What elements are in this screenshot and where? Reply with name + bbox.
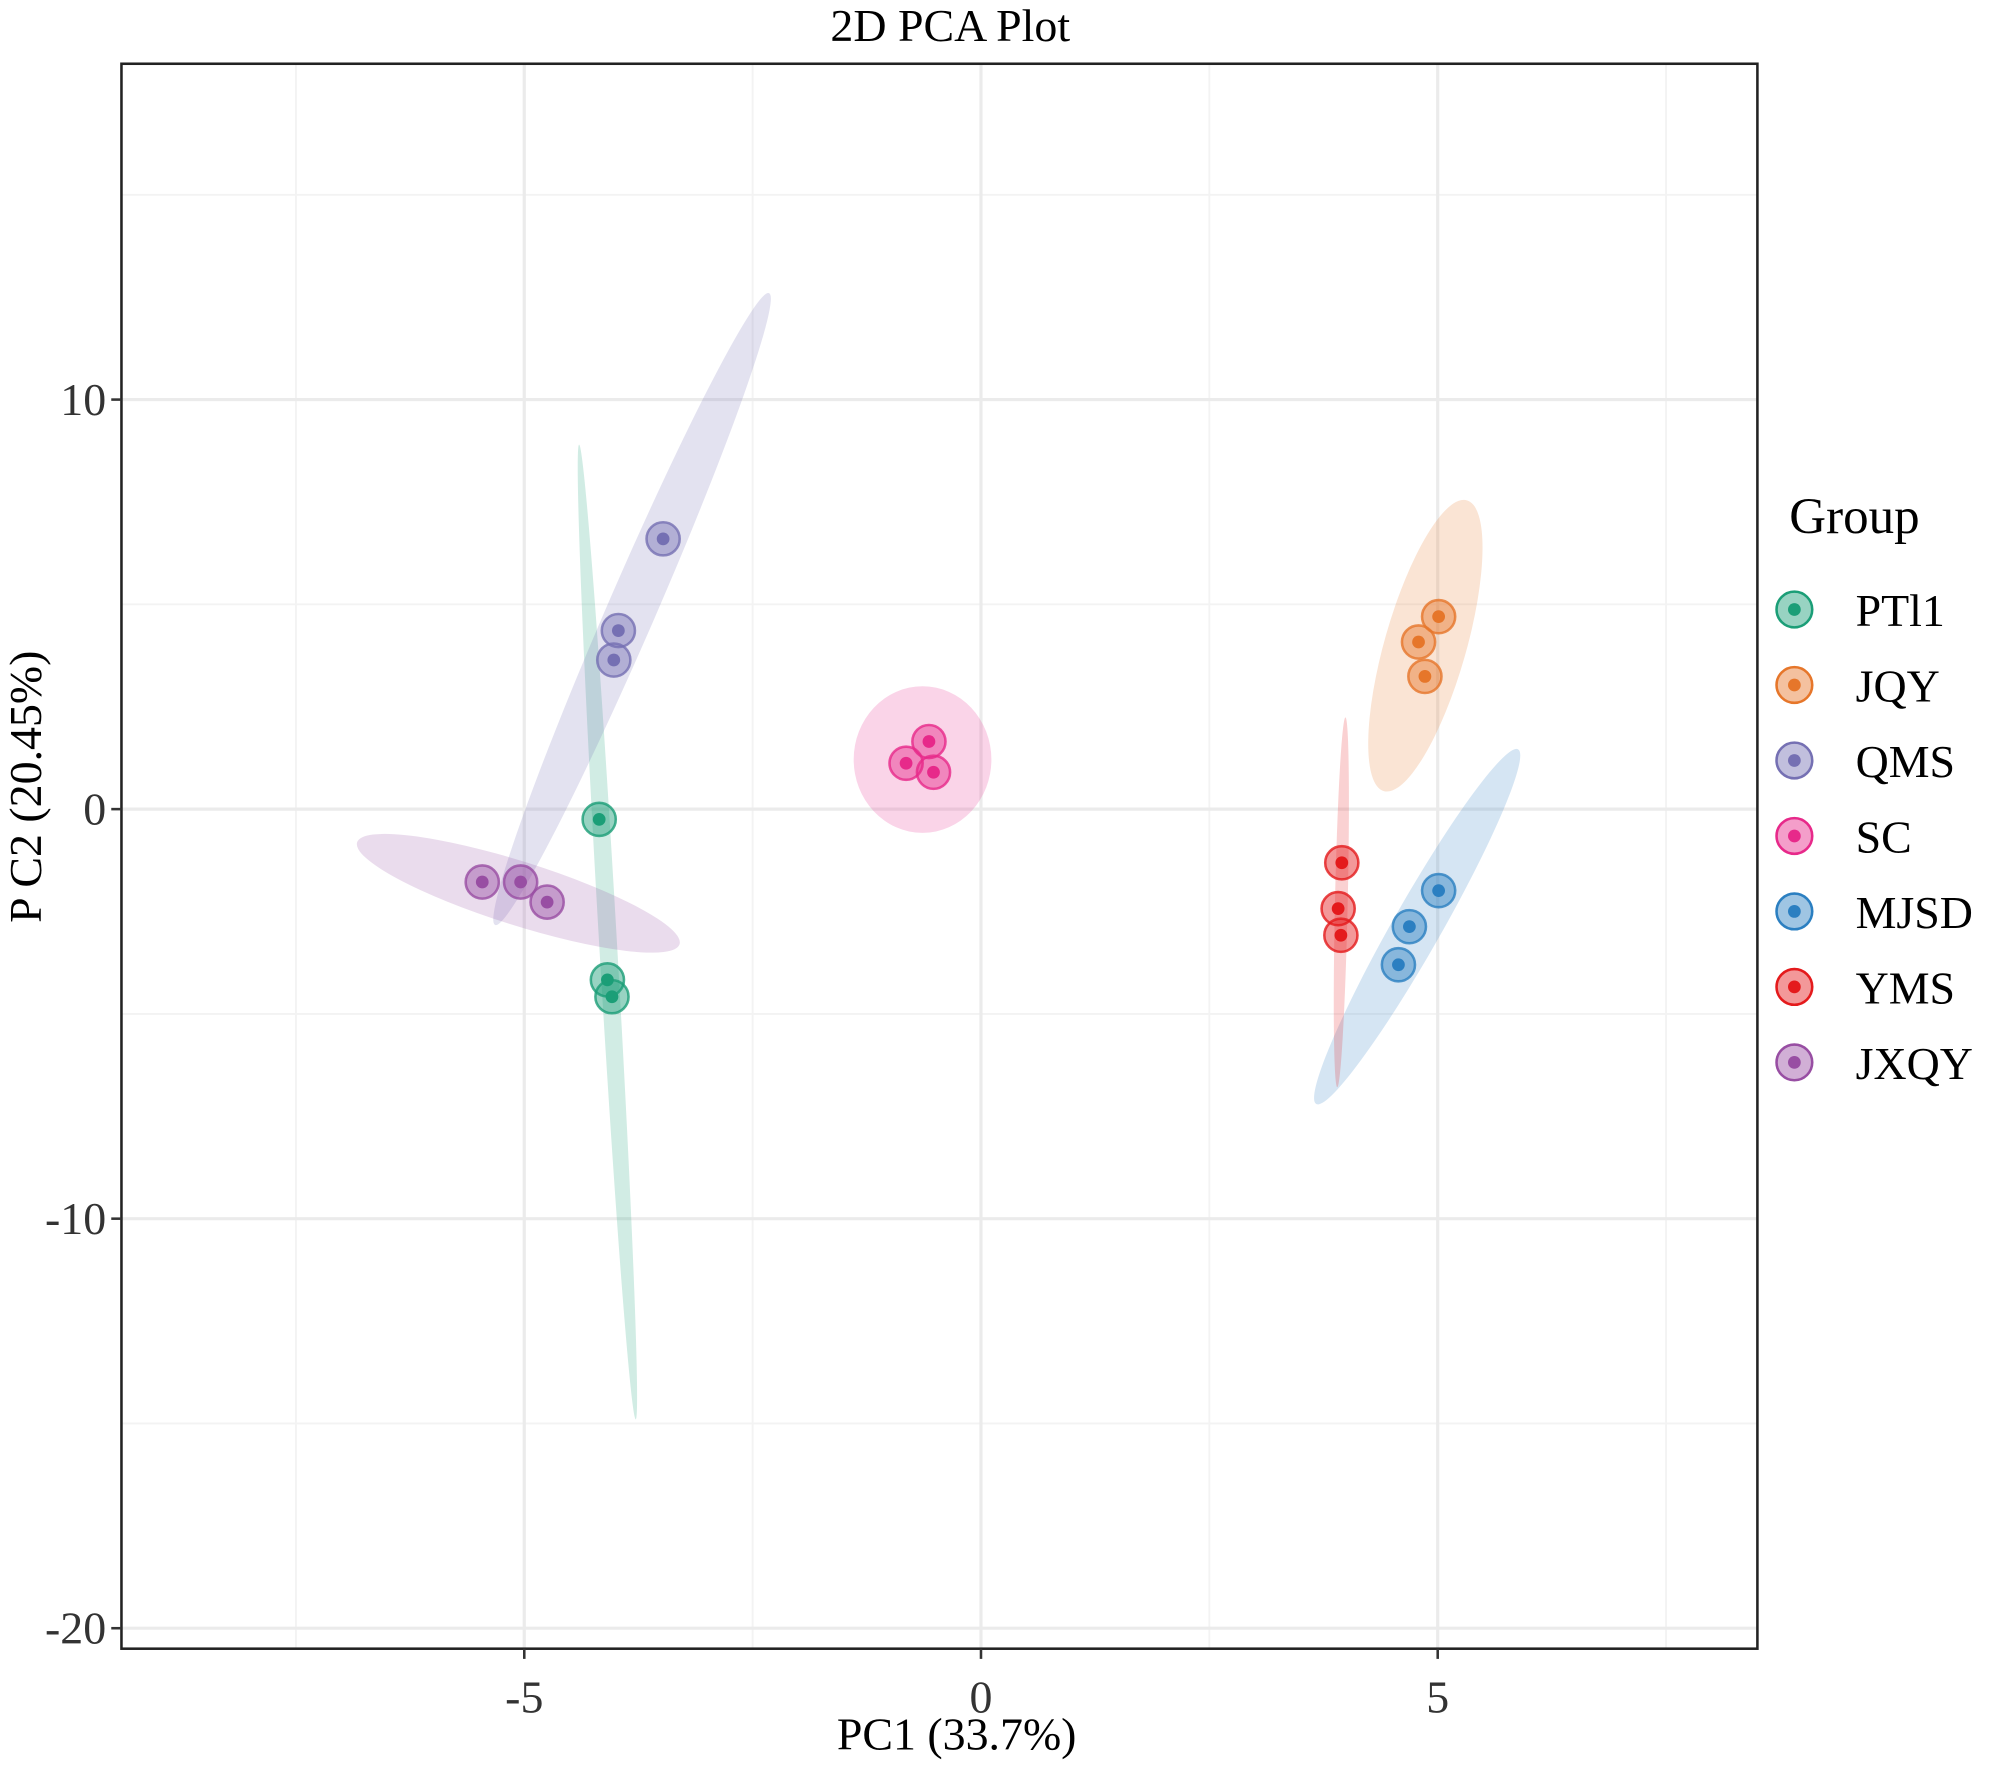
point-ptl1 <box>581 801 618 838</box>
legend-label-jxqy: JXQY <box>1856 1038 1973 1089</box>
legend-marker-core <box>1788 905 1801 918</box>
legend-label-sc: SC <box>1856 812 1912 863</box>
confidence-ellipses <box>356 292 1521 1420</box>
point-yms <box>1320 890 1356 927</box>
legend-marker-core <box>1788 754 1801 767</box>
point-sc <box>911 723 947 760</box>
legend-label-jqy: JQY <box>1856 661 1940 712</box>
legend: PTl1 JQY QMS SC MJSD YMS JXQY <box>1775 585 1973 1089</box>
x-tick-label: 5 <box>1426 1671 1449 1722</box>
chart-title: 2D PCA Plot <box>830 0 1070 51</box>
y-tick-label: 0 <box>83 783 106 834</box>
point-core <box>1403 920 1416 934</box>
axis-ticks: -5 0 5 -20 -10 0 10 <box>45 374 1449 1723</box>
legend-label-ptl1: PTl1 <box>1856 585 1945 636</box>
y-tick-label: -10 <box>45 1193 106 1244</box>
point-qms <box>595 642 632 678</box>
legend-marker-core <box>1788 603 1801 616</box>
ellipse-jqy <box>1368 499 1483 792</box>
legend-marker-core <box>1788 678 1801 692</box>
point-core <box>475 875 489 889</box>
point-ptl1 <box>594 978 630 1015</box>
x-tick-label: 0 <box>970 1671 993 1722</box>
point-core <box>1412 635 1425 649</box>
legend-marker-core <box>1788 980 1801 994</box>
point-core <box>514 875 528 889</box>
point-mjsd <box>1420 872 1457 909</box>
point-sc <box>888 745 924 782</box>
grid <box>121 63 1758 1649</box>
ellipse-yms <box>1333 717 1349 1088</box>
legend-title: Group <box>1789 489 1919 545</box>
legend-marker-core <box>1788 829 1801 843</box>
y-tick-label: -20 <box>45 1603 106 1654</box>
point-core <box>1432 610 1445 624</box>
point-core <box>611 624 625 637</box>
point-jxqy <box>464 864 501 900</box>
point-jxqy <box>529 884 565 920</box>
point-core <box>1335 856 1349 870</box>
point-core <box>656 532 670 546</box>
data-points <box>464 520 1457 1015</box>
point-jqy <box>1407 658 1443 695</box>
point-core <box>1392 958 1405 972</box>
point-core <box>540 895 554 909</box>
point-core <box>592 812 606 826</box>
ellipse-jxqy <box>356 833 680 953</box>
point-jxqy <box>502 864 539 900</box>
ellipse-qms <box>493 292 771 926</box>
point-yms <box>1323 844 1360 881</box>
point-jqy <box>1420 598 1457 635</box>
point-core <box>922 735 936 748</box>
point-core <box>1334 928 1348 942</box>
point-mjsd <box>1380 946 1417 983</box>
legend-label-qms: QMS <box>1856 736 1955 787</box>
point-jqy <box>1400 624 1437 660</box>
plot-frame <box>120 62 1759 1650</box>
plot-background <box>121 63 1758 1649</box>
point-core <box>927 765 940 779</box>
point-core <box>1331 902 1345 916</box>
ellipse-mjsd <box>1314 748 1521 1105</box>
y-tick-label: 10 <box>60 374 106 425</box>
point-qms <box>645 520 681 557</box>
point-core <box>607 653 621 667</box>
point-core <box>899 756 913 770</box>
point-qms <box>600 612 637 649</box>
point-yms <box>1323 917 1359 954</box>
point-sc <box>915 754 952 791</box>
x-tick-label: -5 <box>505 1671 543 1722</box>
legend-label-yms: YMS <box>1856 962 1955 1013</box>
point-core <box>1418 670 1432 683</box>
point-core <box>1432 884 1445 898</box>
x-axis-label: PC1 (33.7%) <box>837 1708 1077 1759</box>
ellipse-ptl1 <box>577 444 638 1420</box>
legend-marker-core <box>1788 1056 1801 1069</box>
point-mjsd <box>1391 908 1428 945</box>
point-core <box>605 990 619 1004</box>
legend-label-mjsd: MJSD <box>1856 887 1973 938</box>
y-axis-label: P C2 (20.45%) <box>0 651 51 923</box>
